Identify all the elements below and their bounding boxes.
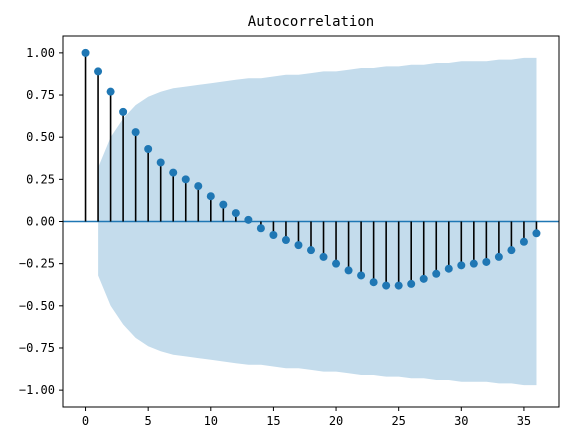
y-tick-label: −0.75: [19, 341, 55, 355]
acf-marker: [369, 278, 378, 287]
acf-marker: [482, 257, 491, 266]
x-tick-label: 0: [82, 414, 89, 428]
acf-marker: [181, 175, 190, 184]
acf-marker: [444, 264, 453, 273]
axes: 0 5 10 15 20 25 30 35 1.00 0.75 0.50 0.25 0.00 −0.25 −…: [19, 46, 531, 428]
chart-title: Autocorrelation: [248, 14, 374, 30]
acf-marker: [119, 107, 128, 116]
plot-frame: [62, 35, 560, 408]
acf-marker: [269, 230, 278, 239]
acf-marker: [307, 246, 315, 255]
y-tick-label: −0.25: [19, 257, 55, 271]
acf-marker: [532, 229, 541, 238]
acf-marker: [407, 279, 416, 288]
stems: [84, 52, 538, 286]
acf-marker: [81, 48, 90, 57]
acf-marker: [457, 261, 466, 270]
y-tick-label: −0.50: [19, 299, 55, 313]
acf-marker: [344, 266, 353, 275]
x-tick-label: 30: [454, 414, 468, 428]
x-tick-label: 5: [145, 414, 152, 428]
acf-marker: [382, 281, 391, 290]
acf-marker: [206, 192, 215, 201]
acf-marker: [319, 252, 328, 261]
acf-marker: [432, 269, 441, 278]
acf-marker: [144, 144, 153, 153]
acf-marker: [244, 215, 253, 224]
acf-marker: [256, 224, 265, 233]
acf-marker: [194, 182, 203, 191]
acf-marker: [394, 281, 403, 290]
x-tick-label: 15: [266, 414, 280, 428]
acf-marker: [106, 87, 115, 96]
x-tick-label: 35: [517, 414, 531, 428]
x-tick-label: 10: [204, 414, 218, 428]
markers: [81, 48, 541, 290]
x-tick-label: 25: [391, 414, 405, 428]
acf-marker: [332, 259, 341, 268]
y-tick-label: 1.00: [26, 46, 55, 60]
x-tick-label: 20: [329, 414, 343, 428]
y-tick-label: 0.75: [26, 88, 55, 102]
acf-marker: [231, 209, 240, 218]
acf-marker: [469, 259, 478, 268]
acf-marker: [507, 246, 516, 255]
acf-marker: [419, 274, 428, 283]
y-tick-label: −1.00: [19, 383, 55, 397]
acf-marker: [219, 200, 228, 209]
y-tick-label: 0.50: [26, 130, 55, 144]
acf-marker: [519, 237, 528, 246]
acf-marker: [494, 252, 503, 261]
acf-marker: [131, 128, 140, 137]
acf-marker: [169, 168, 178, 177]
acf-marker: [294, 241, 303, 250]
acf-marker: [94, 67, 103, 76]
acf-marker: [357, 271, 366, 280]
acf-marker: [156, 158, 165, 167]
y-tick-label: 0.25: [26, 172, 55, 186]
y-tick-label: 0.00: [26, 215, 55, 229]
acf-marker: [281, 236, 290, 245]
